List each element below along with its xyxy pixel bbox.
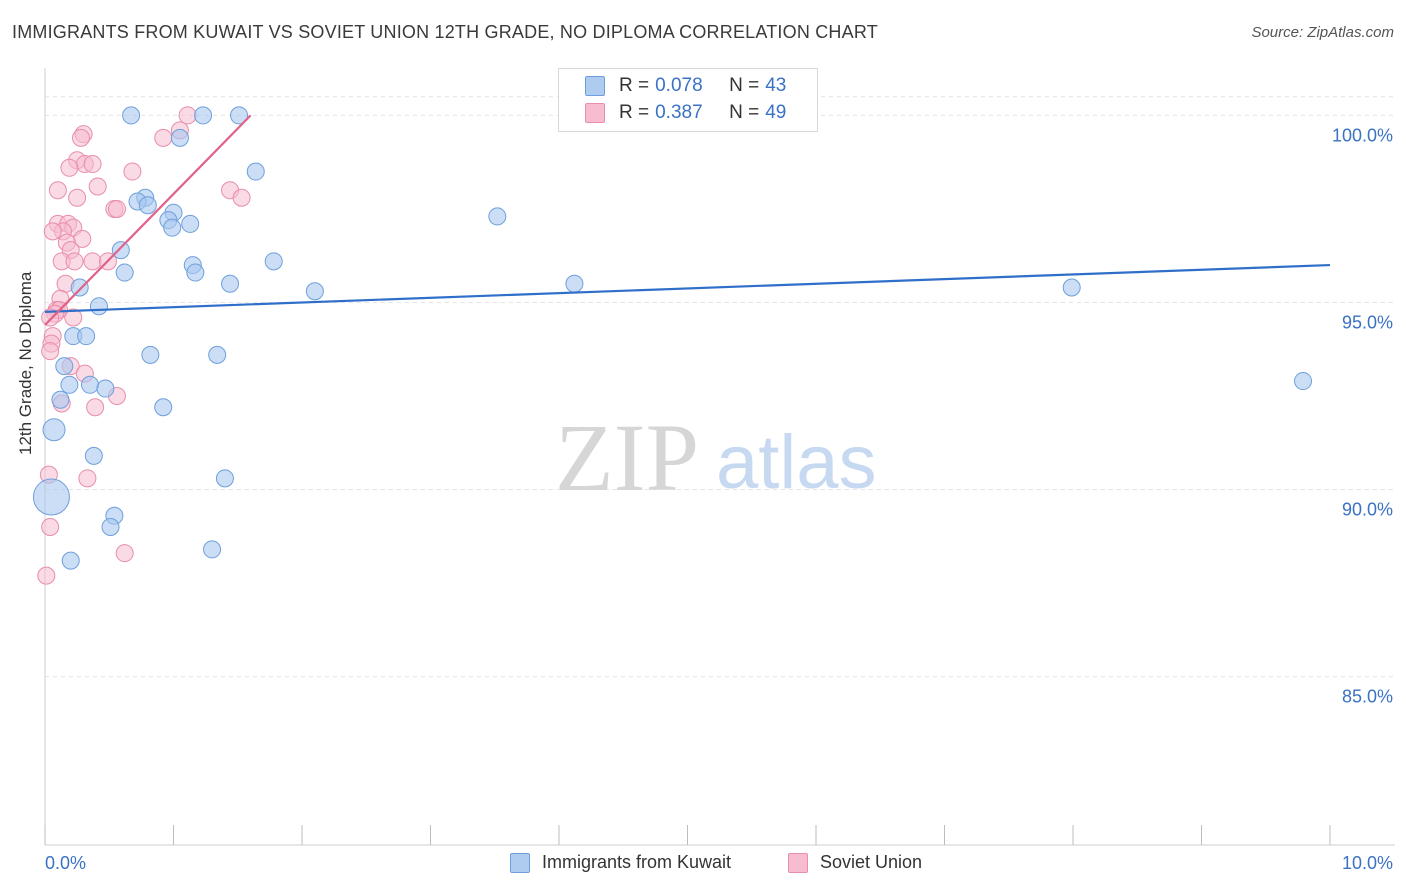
- series-kuwait-points: [32, 106, 1313, 570]
- point-kuwait: [55, 357, 74, 376]
- point-kuwait: [77, 327, 96, 346]
- point-kuwait: [194, 106, 213, 125]
- point-kuwait: [203, 540, 222, 559]
- point-soviet-union: [178, 106, 197, 125]
- point-kuwait: [1294, 372, 1313, 391]
- bottom-legend-label-soviet: Soviet Union: [820, 852, 923, 872]
- point-soviet-union: [86, 398, 105, 417]
- series-soviet-union-points: [37, 106, 251, 585]
- legend-r-label: R =: [619, 102, 650, 123]
- point-kuwait: [42, 418, 66, 442]
- bottom-legend-label-kuwait: Immigrants from Kuwait: [542, 852, 732, 872]
- point-soviet-union: [37, 566, 56, 585]
- point-soviet-union: [41, 308, 60, 327]
- point-soviet-union: [43, 222, 62, 241]
- chart-title: IMMIGRANTS FROM KUWAIT VS SOVIET UNION 1…: [12, 22, 878, 42]
- legend-r-label: R =: [619, 75, 650, 96]
- y-tick-label: 85.0%: [1342, 687, 1393, 707]
- point-kuwait: [115, 263, 134, 282]
- point-kuwait: [138, 196, 157, 215]
- point-soviet-union: [107, 199, 126, 218]
- legend-swatch-kuwait: [585, 76, 605, 96]
- point-soviet-union: [78, 469, 97, 488]
- point-soviet-union: [83, 252, 102, 271]
- point-soviet-union: [41, 342, 60, 361]
- y-tick-label: 95.0%: [1342, 312, 1393, 332]
- watermark-atlas: atlas: [716, 420, 877, 505]
- chart-source: Source: ZipAtlas.com: [1251, 24, 1394, 41]
- point-soviet-union: [123, 162, 142, 181]
- legend-n-label: N =: [729, 102, 760, 123]
- point-kuwait: [208, 345, 227, 364]
- point-kuwait: [264, 252, 283, 271]
- bottom-legend-swatch-kuwait: [510, 852, 530, 873]
- point-kuwait: [488, 207, 507, 226]
- point-kuwait: [221, 274, 240, 293]
- point-kuwait: [84, 446, 103, 465]
- point-kuwait: [111, 241, 130, 260]
- x-tick-label-min: 0.0%: [45, 853, 86, 873]
- point-kuwait: [96, 379, 115, 398]
- point-kuwait: [61, 551, 80, 570]
- point-kuwait: [60, 375, 79, 394]
- point-kuwait: [154, 398, 173, 417]
- grid-lines: [45, 96, 1395, 678]
- point-soviet-union: [65, 252, 84, 271]
- trend-line-soviet-union: [44, 114, 252, 326]
- point-kuwait: [305, 282, 324, 301]
- point-kuwait: [70, 278, 89, 297]
- point-soviet-union: [71, 128, 90, 147]
- y-tick-labels: 85.0% 90.0% 95.0% 100.0%: [1332, 125, 1393, 706]
- point-kuwait: [89, 297, 108, 316]
- point-kuwait: [122, 106, 141, 125]
- legend-n-value-kuwait: 43: [765, 75, 787, 96]
- point-kuwait: [32, 478, 70, 516]
- y-tick-label: 90.0%: [1342, 500, 1393, 520]
- correlation-legend: R = 0.078 N = 43 R = 0.387 N = 49: [558, 68, 818, 132]
- watermark: ZIP atlas: [555, 404, 877, 511]
- point-kuwait: [163, 218, 182, 237]
- legend-n-label: N =: [729, 75, 760, 96]
- legend-n-value-soviet: 49: [765, 102, 787, 123]
- point-soviet-union: [48, 181, 67, 200]
- point-kuwait: [186, 263, 205, 282]
- point-soviet-union: [68, 188, 87, 207]
- point-kuwait: [246, 162, 265, 181]
- point-soviet-union: [64, 308, 83, 327]
- point-soviet-union: [60, 158, 79, 177]
- point-soviet-union: [41, 517, 60, 536]
- x-tick-labels: 0.0% 10.0%: [45, 853, 1393, 873]
- point-kuwait: [170, 128, 189, 147]
- point-soviet-union: [115, 544, 134, 563]
- point-kuwait: [141, 345, 160, 364]
- legend-r-value-kuwait: 0.078: [655, 75, 703, 96]
- legend-row-kuwait: R = 0.078 N = 43: [585, 73, 787, 99]
- point-soviet-union: [154, 128, 173, 147]
- legend-row-soviet: R = 0.387 N = 49: [585, 100, 787, 126]
- point-kuwait: [101, 517, 120, 536]
- point-soviet-union: [232, 188, 251, 207]
- point-kuwait: [181, 214, 200, 233]
- x-tick-label-max: 10.0%: [1342, 853, 1393, 873]
- legend-swatch-soviet: [585, 103, 605, 123]
- point-soviet-union: [88, 177, 107, 196]
- point-kuwait: [1062, 278, 1081, 297]
- legend-r-value-soviet: 0.387: [655, 102, 703, 123]
- y-tick-label: 100.0%: [1332, 125, 1393, 145]
- point-soviet-union: [83, 155, 102, 174]
- point-kuwait: [565, 274, 584, 293]
- trend-lines: [44, 114, 1331, 326]
- point-kuwait: [51, 390, 70, 409]
- watermark-zip: ZIP: [555, 404, 699, 511]
- y-axis-label: 12th Grade, No Diploma: [16, 271, 35, 455]
- point-kuwait: [80, 375, 99, 394]
- bottom-legend-swatch-soviet: [788, 852, 808, 873]
- bottom-legend-soviet: Soviet Union: [788, 852, 922, 873]
- point-kuwait: [215, 469, 234, 488]
- trend-line-kuwait: [44, 263, 1331, 313]
- axes: [44, 68, 1395, 846]
- point-kuwait: [230, 106, 249, 125]
- bottom-legend-kuwait: Immigrants from Kuwait: [510, 852, 731, 873]
